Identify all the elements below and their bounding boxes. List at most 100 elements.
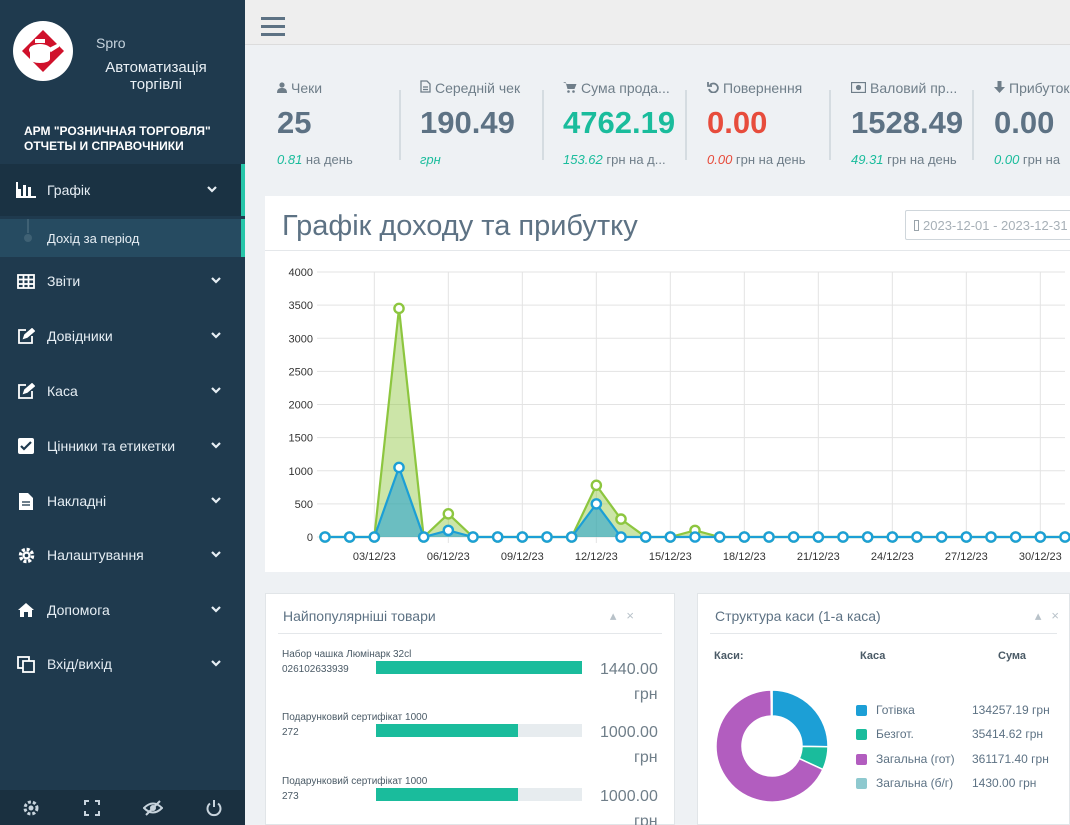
stat-sub-value: 49.31 <box>851 152 884 167</box>
sidebar-item-3[interactable]: Довідники <box>0 310 245 362</box>
data-point <box>442 508 455 520</box>
stat-sub-text: грн на <box>1019 152 1061 167</box>
panel-controls: ▴ × <box>1035 608 1059 624</box>
data-point <box>565 531 578 543</box>
sidebar-item-5[interactable]: Цінники та етикетки <box>0 420 245 472</box>
date-range-picker[interactable]: 2023-12-01 - 2023-12-31 <box>905 210 1070 240</box>
product-bar <box>376 788 519 801</box>
product-item: Подарунковий сертифікат 1000 272 1000.00 гр… <box>282 712 662 772</box>
legend-label: Готівка <box>876 703 915 717</box>
calendar-icon <box>914 219 919 231</box>
sidebar-item-4[interactable]: Каса <box>0 365 245 417</box>
sidebar-item-label: Допомога <box>47 602 110 618</box>
data-point <box>911 531 923 543</box>
stat-label-text: Чеки <box>291 80 323 96</box>
data-point <box>393 302 405 315</box>
sidebar-subitem-income[interactable]: Дохід за період <box>0 219 245 257</box>
product-bar-track <box>376 724 582 737</box>
cart-icon <box>563 80 577 96</box>
legend-value: 134257.19 грн <box>972 703 1050 717</box>
legend-swatch <box>856 705 867 716</box>
stat-label: Середній чек <box>420 80 544 96</box>
data-point <box>664 531 677 543</box>
stat-card: Валовий пр... 1528.49 49.31 грн на день <box>851 72 991 182</box>
bar-chart-icon <box>16 180 36 200</box>
data-point <box>541 531 553 543</box>
sidebar-item-8[interactable]: Допомога <box>0 584 245 636</box>
chevron-down-icon <box>209 438 223 452</box>
data-point <box>417 531 430 543</box>
close-icon[interactable]: × <box>626 608 634 623</box>
y-tick-label: 2500 <box>289 366 313 378</box>
stat-sub-text: грн на день <box>883 152 957 167</box>
chevron-down-icon <box>209 602 223 616</box>
collapse-icon[interactable]: ▴ <box>1034 608 1042 623</box>
data-point <box>615 531 627 543</box>
header-registers: Каси: <box>714 650 744 662</box>
y-tick-label: 0 <box>307 532 313 544</box>
sidebar-item-6[interactable]: Накладні <box>0 475 245 527</box>
stat-value: 4762.19 <box>563 105 676 140</box>
data-point <box>491 531 504 543</box>
chevron-down-icon <box>209 656 223 670</box>
divider <box>710 633 1057 634</box>
chevron-down-icon <box>209 328 223 342</box>
stat-sub-value: грн <box>420 152 441 167</box>
edit-icon <box>16 381 36 401</box>
product-value: 1000.00 <box>600 724 658 741</box>
file-icon <box>16 491 36 511</box>
sidebar-item-label: Цінники та етикетки <box>47 438 176 454</box>
y-tick-label: 4000 <box>289 267 313 279</box>
gear-icon <box>16 545 36 565</box>
menu-toggle-icon[interactable] <box>261 17 285 37</box>
chevron-down-icon <box>209 493 223 507</box>
product-unit: грн <box>634 813 658 825</box>
x-tick-label: 24/12/23 <box>871 551 914 563</box>
legend-label: Безгот. <box>876 727 914 741</box>
y-tick-label: 3000 <box>289 333 313 345</box>
stat-card: Прибуток 0.00 0.00 грн на <box>994 72 1070 182</box>
stat-divider <box>542 90 544 160</box>
sidebar-item-label: Довідники <box>47 328 113 344</box>
data-point <box>590 498 603 510</box>
data-point <box>343 531 356 543</box>
data-point <box>1009 531 1022 543</box>
fullscreen-icon[interactable] <box>82 798 102 818</box>
series-line <box>325 308 1065 540</box>
date-range-value: 2023-12-01 - 2023-12-31 <box>923 217 1068 233</box>
stat-sub-text: на день <box>302 152 353 167</box>
product-item: Набор чашка Люмінарк 32cl 026102633939 144… <box>282 649 662 709</box>
collapse-icon[interactable]: ▴ <box>609 608 617 623</box>
undo-icon <box>707 80 719 96</box>
subitem-connector <box>27 219 29 233</box>
logo[interactable] <box>13 21 73 81</box>
sidebar-footer <box>0 790 245 825</box>
sidebar-item-1[interactable]: Графік <box>0 164 245 216</box>
series-area <box>325 308 1065 537</box>
cash-legend-row: Загальна (гот) 361171.40 грн <box>856 751 1066 769</box>
legend-swatch <box>856 729 867 740</box>
data-point <box>1059 531 1070 543</box>
product-name: Набор чашка Люмінарк 32cl <box>282 649 412 660</box>
x-tick-label: 03/12/23 <box>353 551 396 563</box>
stat-divider <box>399 90 401 160</box>
cash-legend-row: Готівка 134257.19 грн <box>856 702 1066 720</box>
sidebar-item-9[interactable]: Вхід/вихід <box>0 638 245 690</box>
table-icon <box>16 271 36 291</box>
data-point <box>713 531 726 543</box>
data-point <box>886 531 899 543</box>
legend-value: 1430.00 грн <box>972 776 1037 790</box>
close-icon[interactable]: × <box>1051 608 1059 623</box>
sidebar-item-2[interactable]: Звіти <box>0 255 245 307</box>
settings-icon[interactable] <box>21 798 41 818</box>
divider <box>278 633 662 634</box>
sidebar-subitem-label: Дохід за період <box>47 230 140 246</box>
power-icon[interactable] <box>204 798 224 818</box>
sidebar-item-label: Налаштування <box>47 547 144 563</box>
cash-legend-row: Загальна (б/г) 1430.00 грн <box>856 775 1066 793</box>
sidebar-item-7[interactable]: Налаштування <box>0 529 245 581</box>
cash-donut-chart <box>715 689 829 803</box>
hide-icon[interactable] <box>143 798 164 818</box>
stat-value: 0.00 <box>994 105 1055 140</box>
stat-subtext: 0.00 грн на день <box>707 152 831 167</box>
